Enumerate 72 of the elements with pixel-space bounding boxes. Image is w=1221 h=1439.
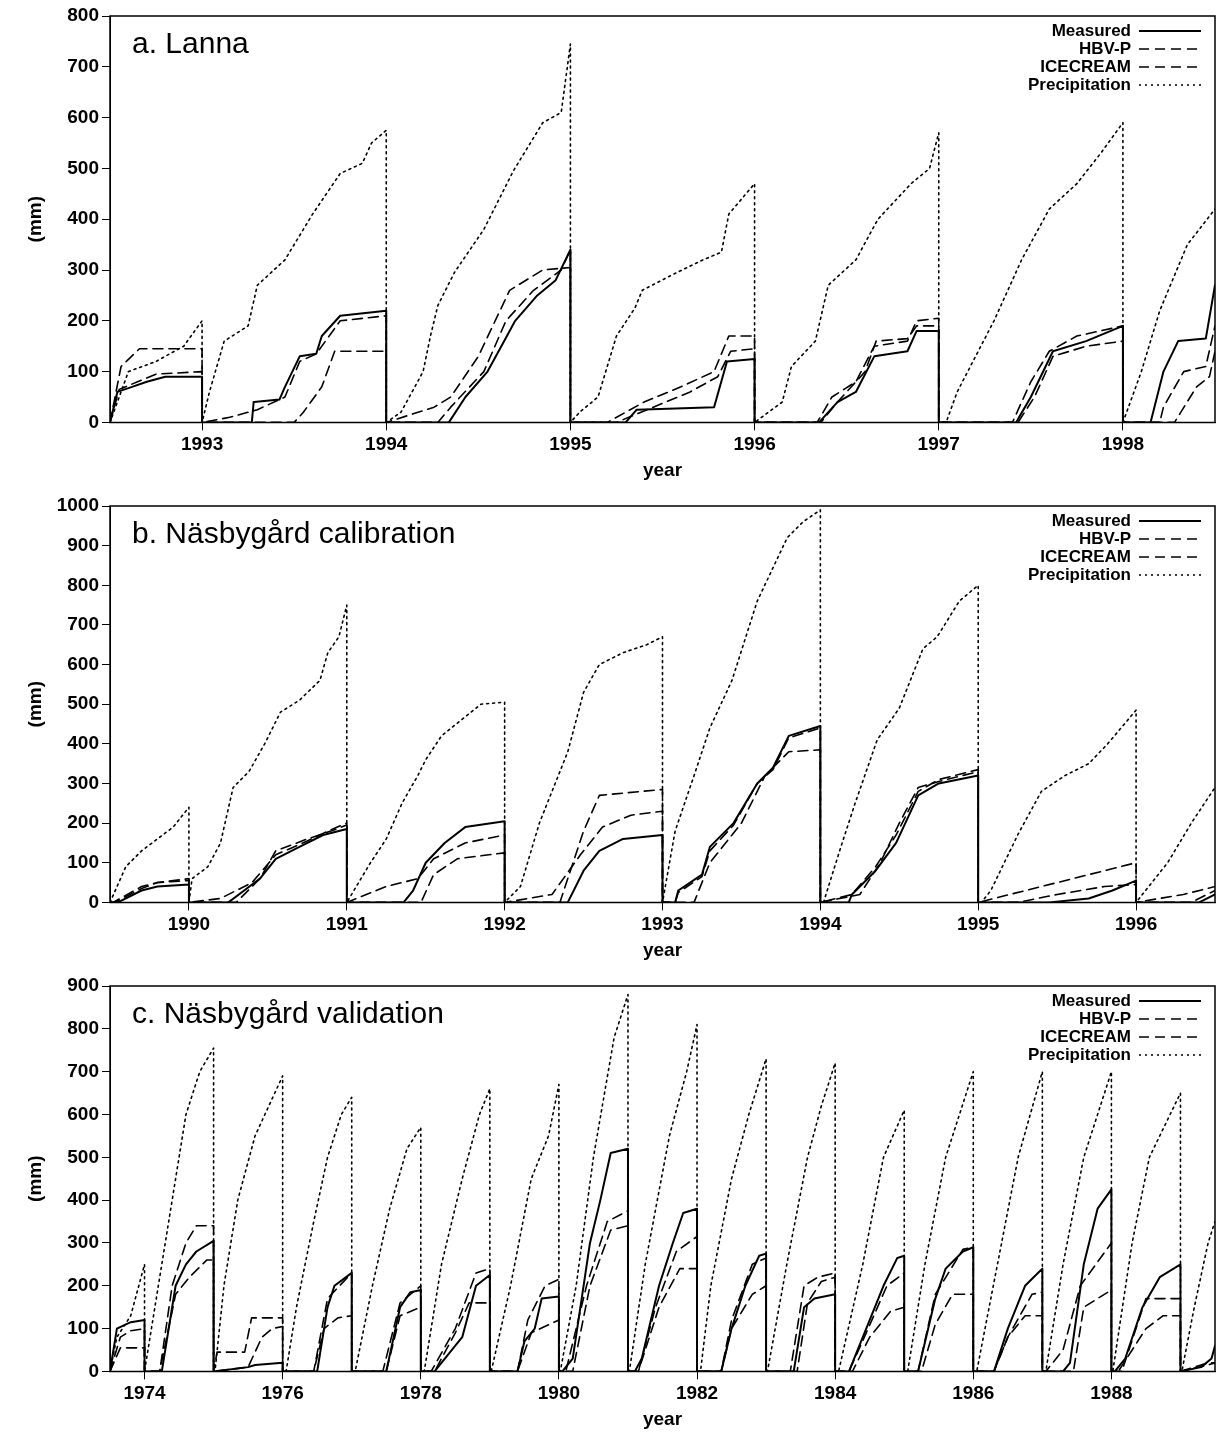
y-tick-label: 200 <box>67 811 99 833</box>
x-axis-title: year <box>642 1407 683 1429</box>
y-axis-title: (mm) <box>23 1155 45 1202</box>
x-tick-label: 1988 <box>1090 1382 1133 1404</box>
y-tick-label: 400 <box>67 207 99 229</box>
x-tick-label: 1990 <box>167 913 211 935</box>
x-tick-label: 1991 <box>325 913 369 935</box>
y-tick-label: 600 <box>67 652 99 674</box>
y-tick-label: 500 <box>67 692 99 714</box>
legend-label: Precipitation <box>1028 1044 1131 1064</box>
y-tick-label: 700 <box>67 1059 99 1081</box>
legend-label: ICECREAM <box>1040 546 1131 566</box>
y-tick-label: 900 <box>67 533 99 555</box>
y-tick-label: 700 <box>67 55 99 77</box>
y-tick-label: 0 <box>88 410 99 432</box>
chart-title: a. Lanna <box>132 26 250 60</box>
x-tick-label: 1976 <box>261 1382 304 1404</box>
y-tick-label: 300 <box>67 258 99 280</box>
x-axis-title: year <box>642 458 683 480</box>
x-tick-label: 1993 <box>180 433 224 455</box>
x-tick-label: 1992 <box>483 913 526 935</box>
x-tick-label: 1984 <box>814 1382 857 1404</box>
y-tick-label: 700 <box>67 613 99 635</box>
y-tick-label: 400 <box>67 732 99 754</box>
x-tick-label: 1994 <box>799 913 842 935</box>
y-tick-label: 1000 <box>56 494 99 516</box>
x-axis-title: year <box>642 938 683 960</box>
x-tick-label: 1986 <box>952 1382 995 1404</box>
y-tick-label: 0 <box>88 1359 99 1381</box>
x-tick-label: 1995 <box>957 913 1000 935</box>
y-tick-label: 300 <box>67 1231 99 1253</box>
y-tick-label: 100 <box>67 1316 99 1338</box>
y-tick-label: 600 <box>67 1102 99 1124</box>
y-tick-label: 100 <box>67 359 99 381</box>
y-tick-label: 0 <box>88 890 99 912</box>
legend-label: ICECREAM <box>1040 1026 1131 1046</box>
legend-label: ICECREAM <box>1040 56 1131 76</box>
y-tick-label: 500 <box>67 156 99 178</box>
x-tick-label: 1994 <box>365 433 408 455</box>
x-tick-label: 1995 <box>549 433 592 455</box>
y-tick-label: 800 <box>67 4 99 26</box>
y-axis-title: (mm) <box>23 680 45 728</box>
y-tick-label: 300 <box>67 771 99 793</box>
x-tick-label: 1993 <box>641 913 684 935</box>
y-tick-label: 600 <box>67 105 99 127</box>
x-tick-label: 1980 <box>537 1382 581 1404</box>
x-tick-label: 1974 <box>123 1382 167 1404</box>
legend-label: Measured <box>1051 990 1131 1010</box>
legend-label: Measured <box>1051 20 1131 40</box>
y-tick-label: 100 <box>67 850 99 872</box>
legend-label: Precipitation <box>1028 74 1131 94</box>
y-tick-label: 900 <box>67 974 99 996</box>
legend-label: HBV-P <box>1079 528 1131 548</box>
y-tick-label: 500 <box>67 1145 99 1167</box>
chart-title: b. Näsbygård calibration <box>132 516 456 550</box>
x-tick-label: 1978 <box>399 1382 442 1404</box>
y-tick-label: 400 <box>67 1188 99 1210</box>
y-tick-label: 800 <box>67 1017 99 1039</box>
y-tick-label: 200 <box>67 309 99 331</box>
legend-label: HBV-P <box>1079 38 1131 58</box>
chart-title: c. Näsbygård validation <box>132 996 444 1030</box>
x-tick-label: 1998 <box>1101 433 1145 455</box>
y-axis-title: (mm) <box>23 195 45 243</box>
legend-label: HBV-P <box>1079 1008 1131 1028</box>
legend-label: Precipitation <box>1028 564 1131 584</box>
x-tick-label: 1996 <box>733 433 776 455</box>
x-tick-label: 1996 <box>1114 913 1158 935</box>
legend-label: Measured <box>1051 510 1131 530</box>
y-tick-label: 800 <box>67 573 99 595</box>
y-tick-label: 200 <box>67 1273 99 1295</box>
x-tick-label: 1982 <box>675 1382 719 1404</box>
x-tick-label: 1997 <box>917 433 960 455</box>
